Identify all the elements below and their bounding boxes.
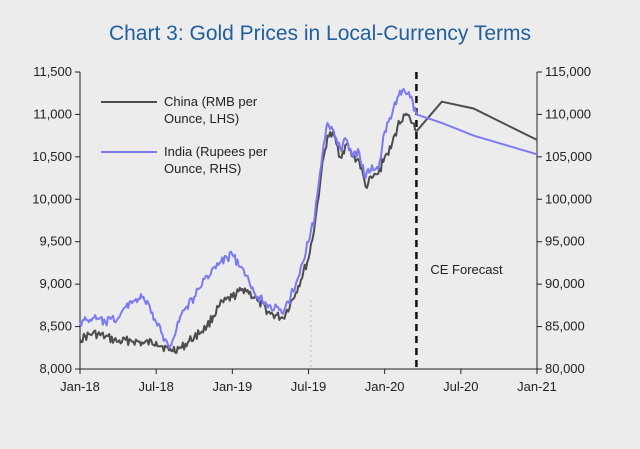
x-tick-label: Jul-19 [291,379,326,394]
left-tick-label: 10,500 [32,149,72,164]
x-tick-label: Jan-21 [517,379,557,394]
right-tick-label: 95,000 [545,234,585,249]
right-tick-label: 100,000 [545,191,592,206]
chart-title: Chart 3: Gold Prices in Local-Currency T… [108,22,532,45]
right-tick-label: 80,000 [545,361,585,376]
x-tick-label: Jul-18 [138,379,173,394]
forecast-line-china [415,100,538,141]
forecast-label: CE Forecast [430,262,503,277]
right-tick-label: 105,000 [545,149,592,164]
left-tick-label: 10,000 [32,191,72,206]
right-tick-label: 110,000 [545,106,591,121]
legend-label-line1: China (RMB per [164,94,258,109]
right-tick-label: 90,000 [545,276,585,291]
series-line-india [79,88,418,349]
legend-label-line1: India (Rupees per [164,144,268,159]
series-line-china [79,112,418,354]
legend-label-line2: Ounce, LHS) [164,111,239,126]
x-tick-label: Jan-20 [365,379,405,394]
left-tick-label: 8,000 [39,361,72,376]
left-tick-label: 11,000 [33,106,72,121]
forecast-line-india [416,113,538,156]
x-tick-label: Jul-20 [443,379,478,394]
x-tick-label: Jan-18 [60,379,100,394]
left-tick-label: 8,500 [39,319,72,334]
left-tick-label: 11,500 [33,64,72,79]
left-tick-label: 9,000 [39,276,72,291]
legend-label-line2: Ounce, RHS) [164,161,241,176]
right-tick-label: 115,000 [545,64,591,79]
x-tick-label: Jan-19 [212,379,252,394]
left-tick-label: 9,500 [39,234,72,249]
right-tick-label: 85,000 [545,319,585,334]
